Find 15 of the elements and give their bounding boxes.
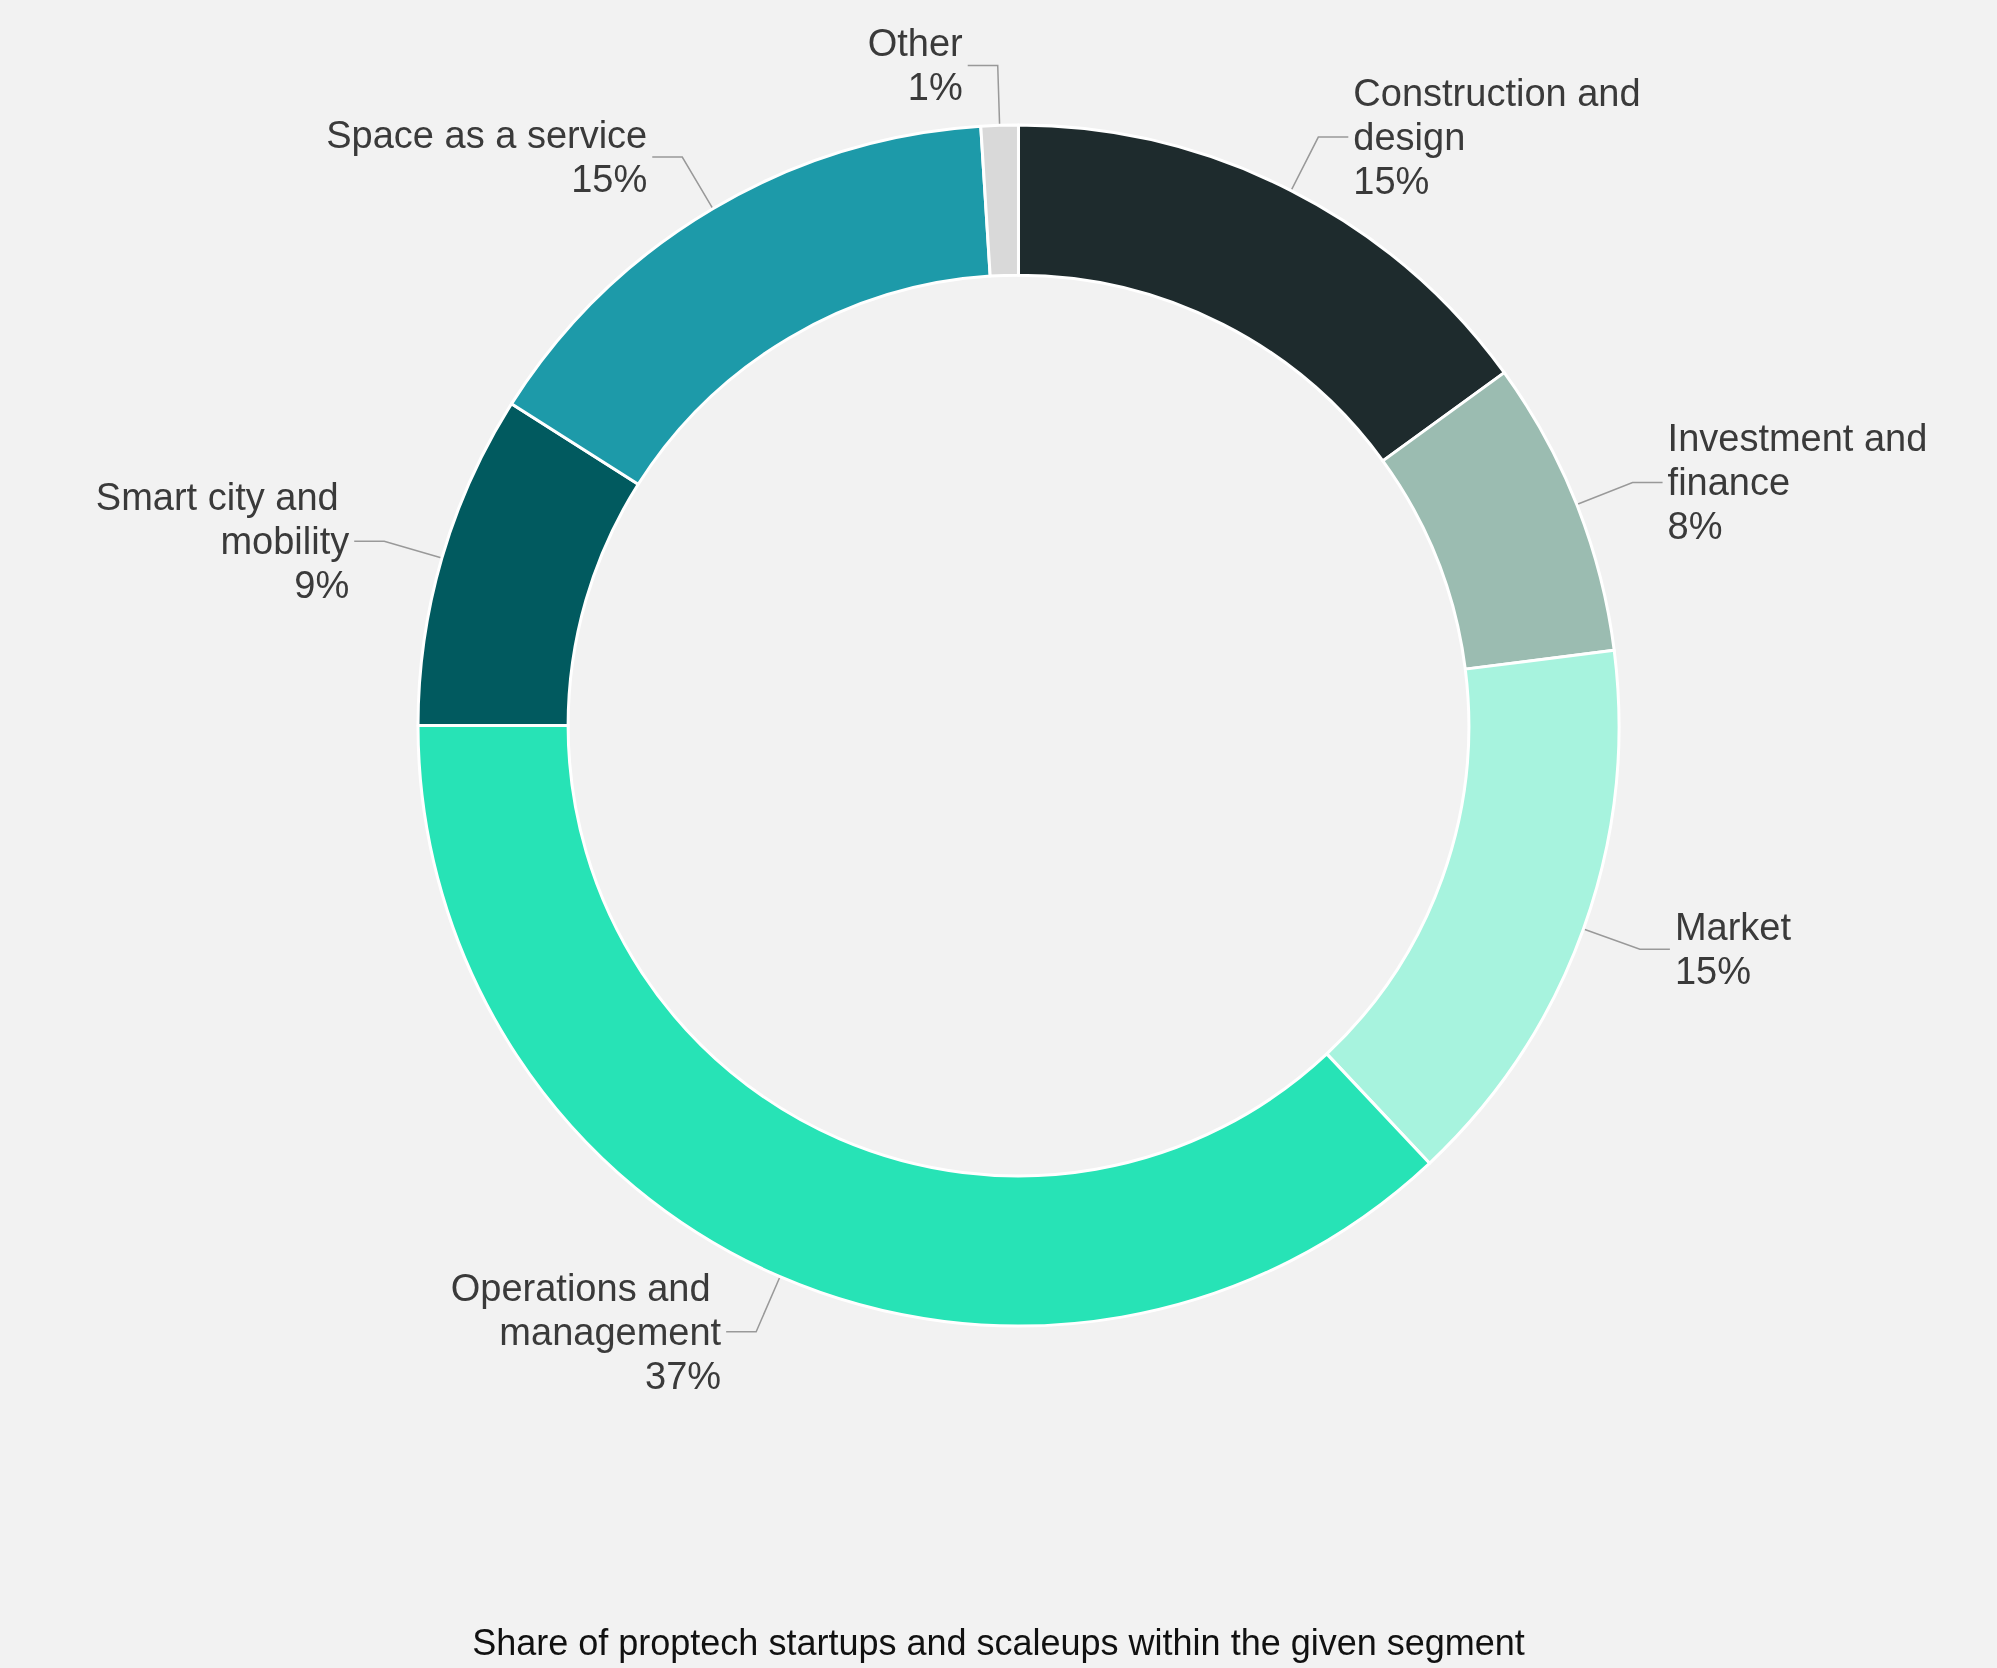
slice-label: Space as a service <box>326 114 648 157</box>
data-label: 15% <box>571 158 648 201</box>
slice-label: Operations and management <box>450 1266 722 1353</box>
slice-label: Construction and design <box>1353 72 1652 159</box>
data-label: 15% <box>1674 950 1751 993</box>
data-label: 37% <box>645 1354 722 1397</box>
data-label: 15% <box>1353 160 1430 203</box>
slice-label: Smart city and mobility <box>95 476 350 563</box>
data-label: 9% <box>294 564 350 607</box>
data-label: 8% <box>1667 505 1723 548</box>
slice-label: Market <box>1674 906 1792 949</box>
data-label: 1% <box>907 66 963 109</box>
text: Share of proptech startups and scaleups within the given segment <box>472 1621 1525 1663</box>
slice-label: Investment and finance <box>1667 417 1938 504</box>
slice-label: Other <box>867 22 964 65</box>
